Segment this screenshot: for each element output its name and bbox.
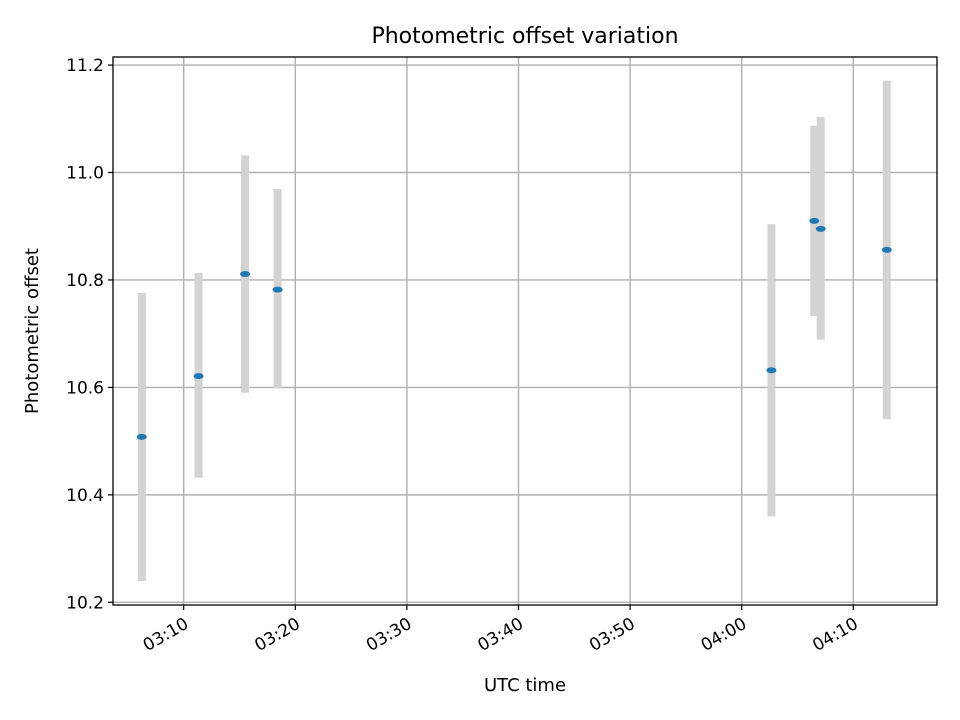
y-tick-label: 11.0 [66, 164, 104, 184]
y-tick-label: 10.8 [66, 271, 104, 291]
chart-title: Photometric offset variation [371, 24, 678, 49]
data-point [272, 286, 283, 293]
data-point [809, 217, 820, 224]
grid [113, 57, 937, 605]
data-point [881, 246, 892, 253]
data-point [815, 225, 826, 232]
x-axis-label: UTC time [484, 675, 566, 696]
data-point [240, 271, 251, 278]
y-tick-label: 11.2 [66, 56, 104, 76]
data-point [136, 433, 147, 440]
y-tick-label: 10.6 [66, 378, 104, 398]
y-tick-label: 10.4 [66, 486, 104, 506]
data-points [136, 217, 892, 440]
y-tick-label: 10.2 [66, 593, 104, 613]
plot-frame [112, 56, 938, 606]
data-point [193, 373, 204, 380]
y-axis-label: Photometric offset [22, 248, 43, 414]
y-axis: 10.2 10.4 10.6 10.8 11.0 11.2 [66, 56, 113, 613]
data-point [766, 367, 777, 374]
